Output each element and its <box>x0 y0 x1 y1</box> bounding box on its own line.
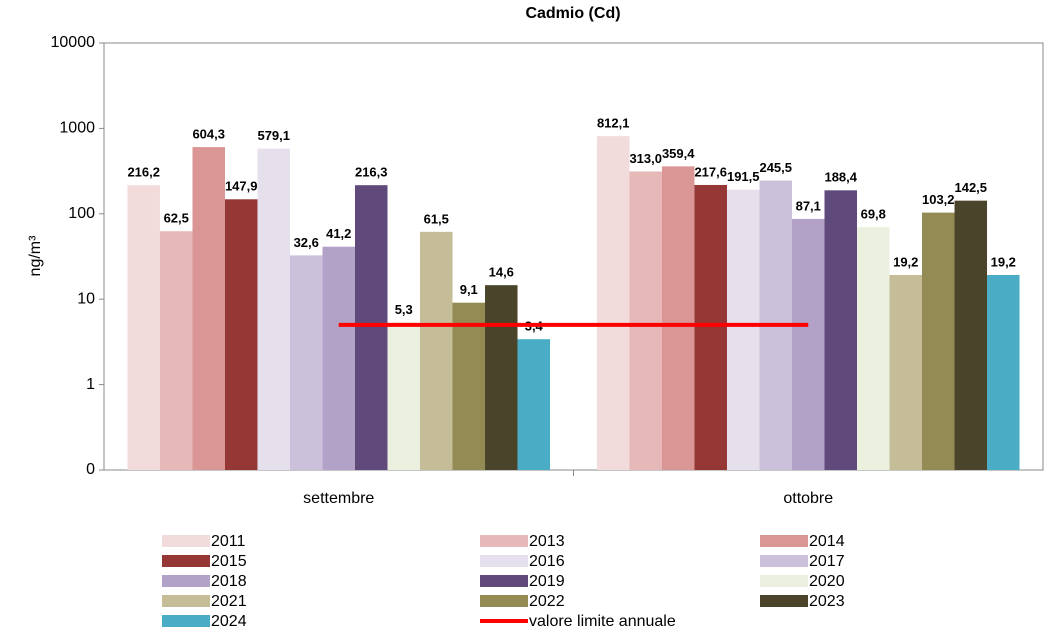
legend-label: 2017 <box>809 553 845 570</box>
value-label: 87,1 <box>796 198 821 213</box>
bar <box>517 339 551 470</box>
value-label: 5,3 <box>395 302 413 317</box>
legend-label: valore limite annuale <box>529 613 676 630</box>
value-label: 14,6 <box>489 265 514 280</box>
y-tick-label: 0 <box>86 461 95 478</box>
bar <box>857 227 890 470</box>
legend-swatch <box>760 595 808 607</box>
legend-swatch <box>162 615 210 627</box>
value-label: 19,2 <box>893 254 918 269</box>
bar <box>452 302 486 470</box>
legend-label: 2011 <box>211 533 246 550</box>
value-label: 245,5 <box>759 160 792 175</box>
bar <box>596 136 630 470</box>
bar <box>629 171 662 470</box>
bar <box>159 231 193 470</box>
value-label: 142,5 <box>954 180 987 195</box>
value-label: 69,8 <box>861 207 886 222</box>
legend-swatch <box>162 575 210 587</box>
bar <box>322 246 356 470</box>
bar <box>922 212 955 470</box>
value-label: 313,0 <box>629 151 662 166</box>
legend-swatch <box>760 555 808 567</box>
bar <box>791 218 825 470</box>
y-axis-label: ng/m³ <box>27 235 44 277</box>
value-label: 216,2 <box>127 165 160 180</box>
legend-label: 2020 <box>809 573 845 590</box>
value-label: 188,4 <box>824 170 857 185</box>
x-tick-label: ottobre <box>783 490 833 507</box>
legend-label: 2018 <box>211 573 247 590</box>
y-tick-label: 10000 <box>51 34 96 51</box>
value-label: 604,3 <box>192 127 225 142</box>
legend-label: 2023 <box>809 593 845 610</box>
bar <box>485 285 518 470</box>
value-label: 217,6 <box>694 164 727 179</box>
legend-label: 2014 <box>809 533 845 550</box>
bar <box>289 255 323 470</box>
bar <box>192 147 225 470</box>
legend-label: 2015 <box>211 553 247 570</box>
value-label: 19,2 <box>991 254 1016 269</box>
legend-label: 2016 <box>529 553 565 570</box>
value-label: 191,5 <box>727 169 760 184</box>
bar <box>387 322 421 470</box>
value-label: 9,1 <box>460 282 478 297</box>
bar <box>889 275 923 470</box>
chart-title: Cadmio (Cd) <box>525 5 620 22</box>
value-label: 579,1 <box>257 128 290 143</box>
bar <box>224 199 258 470</box>
legend-label: 2013 <box>529 533 565 550</box>
legend-swatch <box>162 595 210 607</box>
bar <box>987 275 1020 470</box>
bar <box>954 200 988 470</box>
legend-swatch <box>480 555 528 567</box>
y-tick-label: 100 <box>68 205 95 222</box>
bar <box>661 166 695 470</box>
bar <box>257 148 290 471</box>
bar <box>127 185 160 471</box>
value-label: 359,4 <box>662 146 695 161</box>
value-label: 61,5 <box>424 211 449 226</box>
bar <box>420 231 453 470</box>
value-label: 216,3 <box>355 165 388 180</box>
bar <box>726 189 760 470</box>
legend-swatch <box>760 575 808 587</box>
legend-label: 2021 <box>211 593 247 610</box>
legend-swatch <box>480 595 528 607</box>
value-label: 103,2 <box>922 192 955 207</box>
value-label: 62,5 <box>164 211 189 226</box>
value-label: 41,2 <box>326 226 351 241</box>
legend-label: 2024 <box>211 613 247 630</box>
bar <box>355 185 388 471</box>
bar <box>694 184 727 470</box>
x-tick-label: settembre <box>303 490 374 507</box>
y-tick-label: 1 <box>86 376 95 393</box>
legend-label: 2019 <box>529 573 565 590</box>
y-tick-label: 1000 <box>59 120 95 137</box>
legend-swatch <box>480 535 528 547</box>
bar <box>824 190 858 470</box>
legend-swatch <box>760 535 808 547</box>
value-label: 147,9 <box>225 179 258 194</box>
value-label: 812,1 <box>597 116 630 131</box>
legend-swatch <box>162 535 210 547</box>
legend-swatch <box>480 575 528 587</box>
legend-swatch <box>162 555 210 567</box>
value-label: 32,6 <box>294 235 319 250</box>
legend-label: 2022 <box>529 593 565 610</box>
y-tick-label: 10 <box>77 290 95 307</box>
